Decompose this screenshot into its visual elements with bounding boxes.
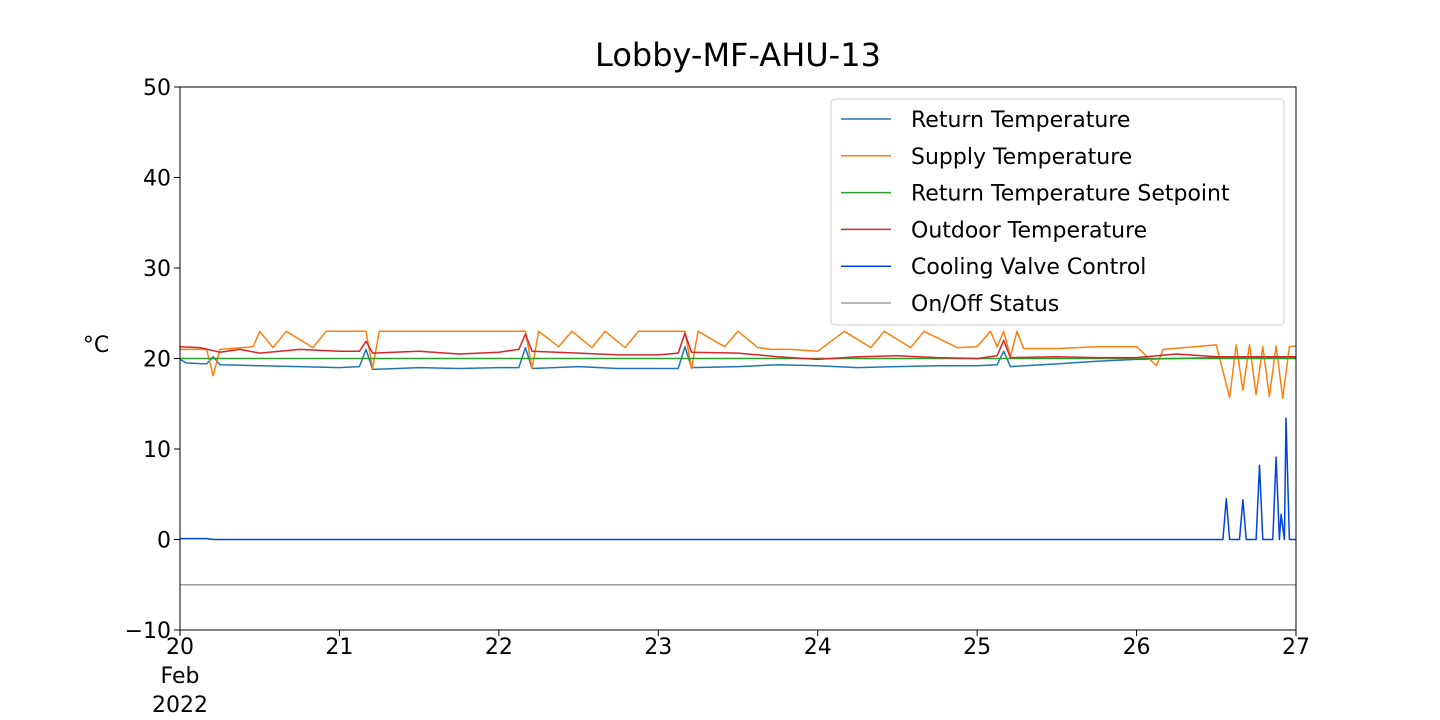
y-tick-label: −10 (125, 619, 171, 644)
series-line-5 (180, 417, 1296, 541)
x-tick-label: 20 Feb 2022 (152, 635, 208, 718)
y-axis: −10 0 10 20 30 40 50 (125, 76, 180, 644)
series-layer (180, 330, 1296, 586)
y-tick-label: 40 (143, 167, 171, 192)
x-tick-label: 27 (1282, 635, 1310, 660)
x-tick-label: 26 (1123, 635, 1151, 660)
y-tick-label: 10 (143, 438, 171, 463)
y-tick-label: 50 (143, 76, 171, 101)
series-line-2 (180, 330, 1296, 400)
x-tick-label: 24 (804, 635, 832, 660)
legend-label-2: Supply Temperature (911, 145, 1132, 170)
legend-label-4: Outdoor Temperature (911, 218, 1147, 243)
legend-label-5: Cooling Valve Control (911, 255, 1146, 280)
x-tick-label: 23 (644, 635, 672, 660)
y-axis-label: °C (83, 333, 109, 358)
legend-frame (830, 98, 1285, 326)
x-tick-label: 21 (325, 635, 353, 660)
y-tick-label: 30 (143, 257, 171, 282)
x-tick-label: 22 (485, 635, 513, 660)
chart-title: Lobby-MF-AHU-13 (595, 36, 881, 74)
x-tick-label: 25 (963, 635, 991, 660)
series-line-1 (180, 345, 1296, 371)
y-tick-label: 20 (143, 348, 171, 373)
legend: Return Temperature Supply Temperature Retu… (830, 98, 1285, 326)
y-tick-label: 0 (157, 529, 171, 554)
x-axis: 20 Feb 2022 21 22 23 24 25 26 27 (152, 630, 1310, 718)
series-line-4 (180, 332, 1296, 361)
legend-label-1: Return Temperature (911, 108, 1130, 133)
legend-label-3: Return Temperature Setpoint (911, 182, 1230, 207)
legend-label-6: On/Off Status (911, 292, 1059, 317)
